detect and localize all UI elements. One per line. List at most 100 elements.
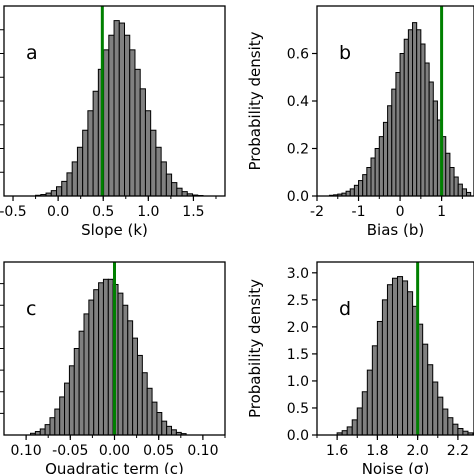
histogram-bar: [98, 282, 104, 436]
panel-letter: b: [339, 42, 351, 64]
histogram-bar: [362, 174, 368, 197]
histogram-bar: [351, 419, 358, 436]
x-axis-label: Bias (b): [367, 221, 424, 239]
histogram-bar: [160, 161, 167, 197]
histogram-bar: [136, 354, 143, 436]
x-tick-label: 2.2: [447, 443, 469, 459]
y-tick-label: 1.5: [287, 347, 309, 363]
histogram-bar: [424, 62, 430, 197]
x-tick-label: -2: [310, 204, 324, 220]
histogram-bar: [346, 426, 353, 436]
histogram-bar: [395, 72, 401, 197]
histogram-bar: [64, 382, 70, 436]
histogram-bar: [386, 284, 393, 436]
histogram-bar: [113, 20, 120, 197]
histogram-bar: [416, 29, 422, 197]
histogram-bar: [371, 345, 378, 436]
x-tick-label: 1.0: [137, 204, 159, 220]
histogram-bar: [124, 34, 131, 197]
histogram-bar: [397, 276, 404, 436]
histogram-bar: [146, 387, 153, 436]
histogram-bar: [453, 176, 459, 197]
histogram-bar: [102, 278, 109, 436]
x-tick-label: 0.0: [47, 204, 69, 220]
histogram-bar: [361, 391, 368, 436]
histogram-bar: [391, 277, 399, 436]
x-tick-label: 2.0: [407, 443, 429, 459]
histogram-bar: [349, 188, 355, 197]
histogram-bar: [403, 38, 409, 197]
y-tick-label: 2.0: [287, 320, 309, 336]
histogram-bar: [73, 348, 80, 436]
x-tick-label: -1: [352, 204, 366, 220]
histogram-bar: [445, 152, 451, 197]
y-tick-label: 0.2: [287, 142, 309, 158]
y-tick-label: 1.0: [287, 374, 309, 390]
histogram-bar: [358, 180, 364, 197]
x-tick-label: 0: [396, 204, 405, 220]
histogram-bar: [447, 417, 454, 436]
histogram-bar: [402, 280, 409, 436]
panel-d: 1.6 1.8 2.0 2.2 0.0 0.5 1.0 1.5 2.0 2.5 3.0 Noise (…: [246, 261, 474, 474]
histogram-bar: [132, 337, 138, 436]
x-tick-label: 0.10: [187, 443, 218, 459]
histogram-bar: [382, 121, 389, 197]
histogram-bar: [155, 146, 162, 197]
histogram-bar: [156, 412, 163, 436]
histogram-bar: [376, 320, 383, 436]
histogram-bar: [420, 43, 426, 197]
histogram-bar: [165, 173, 173, 197]
histogram-bar: [366, 167, 372, 197]
histogram-bar: [457, 183, 463, 197]
histogram-bar: [181, 191, 188, 197]
histogram-bar: [122, 304, 129, 436]
histogram-bar: [127, 320, 134, 436]
x-axis-label: Slope (k): [81, 221, 148, 239]
histogram-bar: [407, 291, 414, 436]
histogram-bar: [44, 424, 51, 436]
histogram-bar: [461, 188, 468, 197]
histogram-bar: [141, 372, 148, 436]
histogram-bar: [378, 136, 384, 197]
x-tick-label: -0.05: [52, 443, 88, 459]
histogram-bar: [87, 110, 94, 197]
histogram-bar: [129, 49, 136, 197]
y-tick-label: 0.0: [287, 428, 309, 444]
histogram-bar: [437, 396, 444, 436]
histogram-bar: [134, 68, 141, 197]
panel-a: -0.5 0.0 0.5 1.0 1.5 Slope (k) a: [0, 5, 226, 239]
histogram-bar: [93, 289, 100, 436]
histogram-bar: [345, 190, 351, 197]
histogram-bar: [103, 49, 110, 197]
histogram-bar: [50, 190, 57, 197]
y-tick-label: 0.0: [287, 189, 309, 205]
y-tick-label: 3.0: [287, 266, 309, 282]
histogram-bar: [176, 187, 183, 197]
histogram-bar: [82, 129, 89, 197]
histogram-bar: [452, 423, 459, 436]
histogram-bar: [374, 148, 380, 197]
histogram-bar: [68, 365, 75, 436]
histogram-bar: [161, 420, 168, 436]
histogram-bar: [449, 167, 455, 197]
panel-letter: c: [26, 298, 36, 320]
histogram-bar: [39, 428, 46, 436]
x-tick-label: 1.6: [326, 443, 348, 459]
histogram-bar: [83, 313, 90, 436]
y-tick-label: 0.6: [287, 47, 309, 63]
histogram-bar: [117, 292, 124, 436]
histogram-bar: [92, 90, 99, 197]
panel-b: -2 -1 0 1 0.0 0.2 0.4 0.6 Bias (b) Probability de…: [246, 5, 474, 239]
x-axis-label: Quadratic term (c): [45, 460, 184, 474]
x-tick-label: 0.05: [143, 443, 174, 459]
histogram-bar: [412, 22, 418, 197]
histogram-bar: [353, 184, 360, 197]
histogram-bar: [108, 34, 115, 197]
y-tick-label: 2.5: [287, 293, 309, 309]
histogram-bar: [381, 299, 388, 436]
histogram-bar: [49, 417, 56, 436]
x-tick-label: 0.10: [11, 443, 42, 459]
histogram-bar: [366, 369, 373, 436]
histogram-bar: [107, 278, 114, 436]
